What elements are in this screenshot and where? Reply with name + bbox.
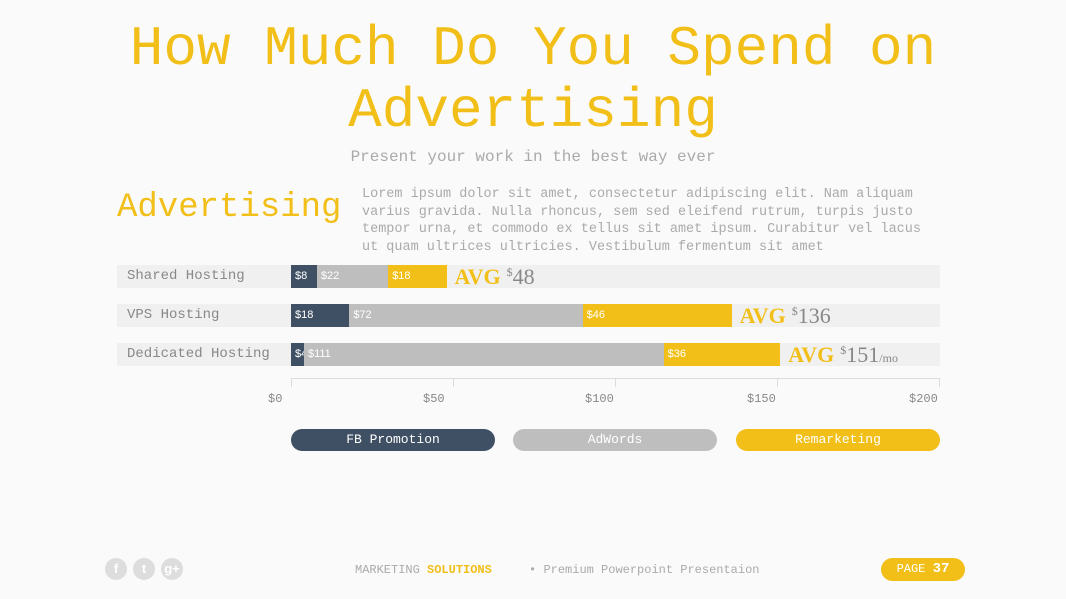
- legend-adwords: AdWords: [513, 429, 717, 451]
- twitter-icon[interactable]: t: [133, 558, 155, 580]
- bar-segment: $72: [349, 304, 583, 327]
- page-number: 37: [932, 561, 950, 577]
- x-tick: [291, 378, 292, 387]
- avg-label: AVG: [788, 342, 835, 367]
- legend-remarketing: Remarketing: [736, 429, 940, 451]
- chart-row: Dedicated Hosting $4$111$36: [117, 343, 940, 366]
- avg-unit: /mo: [879, 351, 898, 365]
- brand-marketing: MARKETING: [355, 563, 420, 577]
- avg-annotation: AVG $48: [455, 265, 535, 288]
- avg-label: AVG: [739, 303, 786, 328]
- legend-fb-promotion: FB Promotion: [291, 429, 495, 451]
- x-tick: [615, 378, 616, 387]
- page-number-badge: PAGE 37: [881, 558, 965, 581]
- bar-segment: $8: [291, 265, 317, 288]
- google-plus-icon[interactable]: g+: [161, 558, 183, 580]
- avg-number: 136: [797, 303, 831, 328]
- x-tick-label: $0: [268, 392, 283, 406]
- bar-segment: $22: [316, 265, 389, 288]
- avg-value: $136: [792, 303, 831, 328]
- category-label: VPS Hosting: [127, 307, 220, 323]
- bullet-icon: •: [529, 563, 537, 577]
- avg-value: $48: [507, 264, 535, 289]
- page-title: How Much Do You Spend on Advertising: [129, 17, 937, 143]
- avg-number: 48: [512, 264, 535, 289]
- footer-brand: MARKETING SOLUTIONS • Premium Powerpoint…: [355, 563, 759, 577]
- facebook-icon[interactable]: f: [105, 558, 127, 580]
- x-tick: [777, 378, 778, 387]
- bar-segment: $18: [291, 304, 350, 327]
- subtitle: Present your work in the best way ever: [350, 148, 716, 166]
- bar-segment: $111: [303, 343, 664, 366]
- bar-segment: $36: [663, 343, 781, 366]
- avg-value: $151/mo: [840, 342, 898, 367]
- body-text: Lorem ipsum dolor sit amet, consectetur …: [362, 187, 921, 255]
- avg-currency: $: [840, 343, 847, 357]
- x-tick-label: $50: [423, 392, 445, 406]
- avg-currency: $: [791, 304, 798, 318]
- x-tick-label: $150: [747, 392, 776, 406]
- bar-segment: $18: [388, 265, 447, 288]
- avg-annotation: AVG $136: [740, 304, 831, 327]
- avg-label: AVG: [454, 264, 501, 289]
- category-label: Shared Hosting: [127, 268, 245, 284]
- bar-segment: $4: [291, 343, 304, 366]
- x-tick: [453, 378, 454, 387]
- x-tick-label: $200: [909, 392, 938, 406]
- chart-row: VPS Hosting $18 $72 $46: [117, 304, 940, 327]
- chart-row: Shared Hosting $8 $22 $18: [117, 265, 940, 288]
- avg-currency: $: [506, 265, 513, 279]
- side-heading: Advertising: [117, 189, 342, 227]
- brand-solutions: SOLUTIONS: [427, 563, 492, 577]
- x-tick-label: $100: [585, 392, 614, 406]
- category-label: Dedicated Hosting: [127, 346, 270, 362]
- x-tick: [939, 378, 940, 387]
- footer-tagline: Premium Powerpoint Presentaion: [543, 563, 760, 577]
- avg-annotation: AVG $151/mo: [788, 343, 898, 366]
- bar-segment: $46: [582, 304, 732, 327]
- avg-number: 151: [846, 342, 880, 367]
- page-label: PAGE: [896, 562, 926, 576]
